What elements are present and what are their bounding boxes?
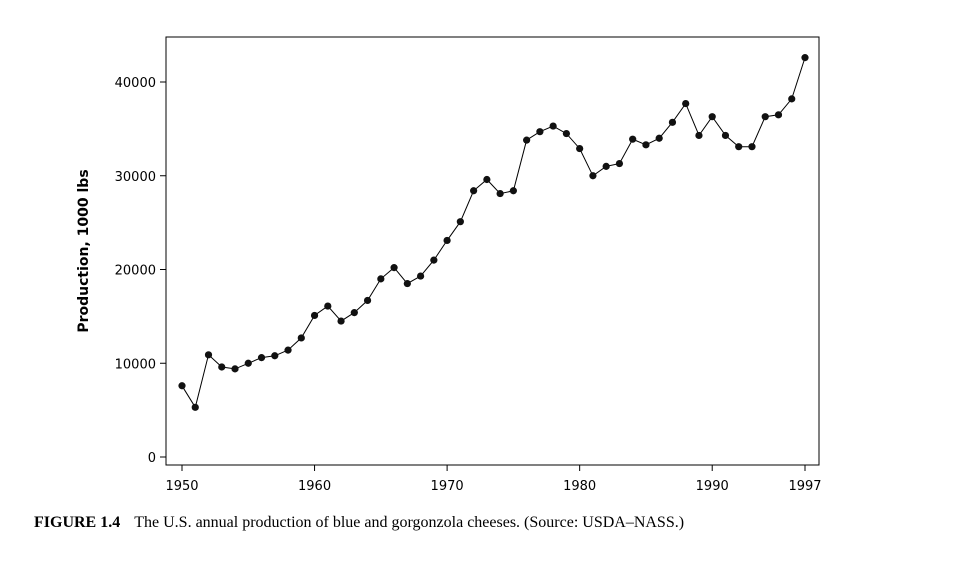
data-point — [416, 272, 425, 280]
x-tick-label: 1950 — [165, 479, 198, 494]
data-point — [562, 129, 571, 138]
x-axis-ticks: 1950 1960 1970 1980 1990 1997 — [165, 465, 822, 494]
y-axis-title: Production, 1000 lbs — [76, 169, 92, 332]
data-point — [257, 354, 266, 362]
data-point — [284, 346, 292, 354]
y-tick-label: 20000 — [115, 264, 156, 279]
data-point — [297, 334, 305, 342]
data-point — [191, 403, 199, 411]
data-point — [443, 236, 451, 245]
data-point — [470, 187, 478, 195]
data-point — [231, 365, 239, 373]
y-tick-label: 0 — [148, 451, 156, 466]
y-tick-label: 30000 — [115, 170, 156, 185]
series-points — [178, 54, 809, 411]
figure-caption-text: The U.S. annual production of blue and g… — [134, 514, 685, 531]
data-point — [589, 172, 597, 180]
data-point — [337, 317, 345, 325]
x-tick-label: 1960 — [298, 479, 331, 494]
figure-label: FIGURE 1.4 — [34, 514, 121, 531]
data-point — [204, 351, 213, 359]
x-tick-label: 1997 — [788, 479, 821, 494]
data-point — [271, 352, 279, 360]
data-point — [363, 296, 372, 305]
data-point — [403, 279, 411, 288]
data-point — [536, 128, 544, 136]
data-point — [721, 131, 730, 140]
data-point — [576, 144, 584, 153]
data-point — [178, 382, 186, 390]
data-point — [456, 218, 464, 226]
data-point — [695, 131, 703, 140]
y-tick-label: 10000 — [115, 357, 156, 372]
data-point — [523, 136, 531, 144]
data-point — [390, 264, 398, 272]
data-point — [735, 143, 743, 151]
data-point — [350, 309, 358, 317]
data-point — [310, 311, 319, 320]
data-point — [748, 143, 756, 151]
data-point — [218, 363, 226, 371]
data-point — [801, 54, 809, 62]
data-point — [430, 256, 438, 264]
data-point — [788, 95, 796, 103]
data-point — [682, 99, 690, 108]
data-point — [774, 111, 783, 119]
y-tick-label: 40000 — [115, 76, 156, 91]
data-point — [549, 122, 557, 130]
x-tick-label: 1990 — [696, 479, 729, 494]
data-point — [708, 113, 716, 121]
data-point — [761, 113, 769, 121]
data-point — [668, 118, 677, 126]
data-point — [496, 189, 504, 198]
data-point — [483, 175, 491, 184]
data-point — [509, 187, 517, 195]
figure-caption: FIGURE 1.4 The U.S. annual production of … — [34, 514, 684, 532]
data-point — [244, 359, 252, 367]
plot-frame — [165, 36, 820, 466]
data-point — [377, 275, 385, 283]
x-tick-label: 1970 — [431, 479, 464, 494]
data-point — [324, 302, 332, 310]
data-point — [629, 135, 637, 143]
data-point — [655, 134, 663, 142]
y-axis-ticks: 0 10000 20000 30000 40000 — [115, 76, 166, 466]
data-point — [642, 141, 650, 149]
data-point — [615, 159, 624, 168]
x-tick-label: 1980 — [563, 479, 596, 494]
data-point — [602, 162, 610, 170]
